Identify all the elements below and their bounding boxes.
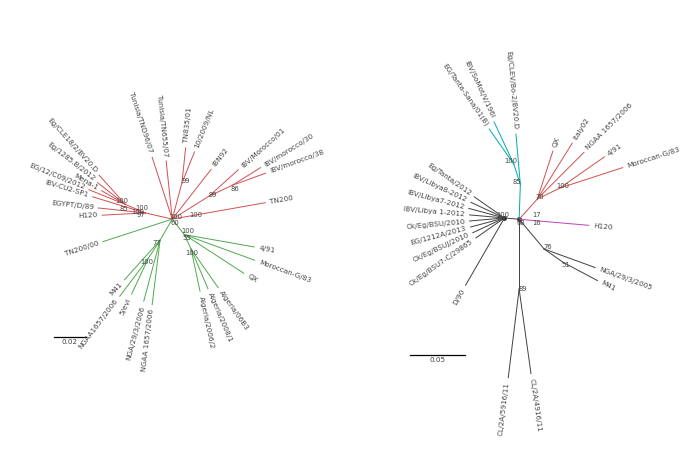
Text: IBV/morocco/38: IBV/morocco/38 xyxy=(269,149,325,174)
Text: IBV/Libya8-2012: IBV/Libya8-2012 xyxy=(412,173,468,203)
Text: Moroccan-G/83: Moroccan-G/83 xyxy=(258,259,312,283)
Text: IBV/Libya 1-2012: IBV/Libya 1-2012 xyxy=(403,206,465,217)
Text: QX: QX xyxy=(551,136,560,148)
Text: Eg/1285.B/2012: Eg/1285.B/2012 xyxy=(46,141,96,182)
Text: M41: M41 xyxy=(600,280,617,293)
Text: 16: 16 xyxy=(533,220,541,226)
Text: 97: 97 xyxy=(136,212,145,218)
Text: EG/1212A/2013: EG/1212A/2013 xyxy=(410,225,467,246)
Text: Algeria/2006/2: Algeria/2006/2 xyxy=(198,295,215,349)
Text: 10/2009/NL: 10/2009/NL xyxy=(194,107,215,149)
Text: 0.05: 0.05 xyxy=(429,357,446,363)
Text: IBV/morocco/30: IBV/morocco/30 xyxy=(263,132,315,168)
Text: 60: 60 xyxy=(170,220,179,226)
Text: 100: 100 xyxy=(136,205,149,211)
Text: 85: 85 xyxy=(512,178,521,185)
Text: 68: 68 xyxy=(517,220,526,226)
Text: 100: 100 xyxy=(132,209,145,215)
Text: Ck/Eg/BSU/2010: Ck/Eg/BSU/2010 xyxy=(406,218,465,230)
Text: CL/2A/5916/11: CL/2A/5916/11 xyxy=(498,382,511,436)
Text: QX: QX xyxy=(246,273,258,284)
Text: 86: 86 xyxy=(230,186,239,192)
Text: Eg/Tanta/2012: Eg/Tanta/2012 xyxy=(426,162,472,197)
Text: NGAA 1657/2006: NGAA 1657/2006 xyxy=(585,102,634,151)
Text: D/90: D/90 xyxy=(452,288,466,306)
Text: H120: H120 xyxy=(78,212,98,219)
Text: 70: 70 xyxy=(535,194,544,200)
Text: IBV-CU2-SP1: IBV-CU2-SP1 xyxy=(44,179,89,198)
Text: 100: 100 xyxy=(504,158,517,164)
Text: TN835/01: TN835/01 xyxy=(183,108,193,143)
Text: 100: 100 xyxy=(140,259,153,266)
Text: 4/91: 4/91 xyxy=(606,142,624,157)
Text: 85: 85 xyxy=(119,206,128,212)
Text: 100: 100 xyxy=(115,198,128,204)
Text: 17: 17 xyxy=(533,212,541,218)
Text: EG/Tanta-Sana/01(B): EG/Tanta-Sana/01(B) xyxy=(441,62,489,127)
Text: 55: 55 xyxy=(183,235,192,241)
Text: EGYPT/D/89: EGYPT/D/89 xyxy=(51,200,94,211)
Text: Tunisia/TND96/07: Tunisia/TND96/07 xyxy=(128,92,154,154)
Text: IBV/Libya7-2012: IBV/Libya7-2012 xyxy=(407,189,465,210)
Text: 89: 89 xyxy=(519,286,527,292)
Text: Algeria/2008/1: Algeria/2008/1 xyxy=(207,292,234,344)
Text: Ck/Eg/BSUJ/2010: Ck/Eg/BSUJ/2010 xyxy=(411,232,470,263)
Text: 100: 100 xyxy=(169,214,183,220)
Text: NGAA1657/2006: NGAA1657/2006 xyxy=(78,298,119,350)
Text: 100: 100 xyxy=(189,212,203,218)
Text: 100: 100 xyxy=(185,250,198,256)
Text: Algeria/06B3: Algeria/06B3 xyxy=(218,290,250,331)
Text: NGAA 1657/2006: NGAA 1657/2006 xyxy=(141,309,154,372)
Text: CL/2A/4916/11: CL/2A/4916/11 xyxy=(528,378,542,432)
Text: 0.02: 0.02 xyxy=(62,339,78,345)
Text: 76: 76 xyxy=(544,244,553,250)
Text: 77: 77 xyxy=(153,240,161,246)
Text: Mena-1: Mena-1 xyxy=(73,172,99,191)
Text: IBN92: IBN92 xyxy=(212,147,229,168)
Text: 51: 51 xyxy=(561,262,570,268)
Text: NGA/29/3/2005: NGA/29/3/2005 xyxy=(599,266,653,291)
Text: NGA/29/3/2006: NGA/29/3/2006 xyxy=(125,305,145,360)
Text: TN200/00: TN200/00 xyxy=(64,240,99,257)
Text: Italy02: Italy02 xyxy=(572,117,590,141)
Text: IBV/SoMot/V/196I: IBV/SoMot/V/196I xyxy=(463,59,495,119)
Text: TN200: TN200 xyxy=(269,195,294,205)
Text: EG/12/C09/2012: EG/12/C09/2012 xyxy=(28,163,85,191)
Text: 5/evi: 5/evi xyxy=(119,297,132,316)
Text: Eg/CLEV/Bo-2/BV20.D: Eg/CLEV/Bo-2/BV20.D xyxy=(506,50,519,130)
Text: 100: 100 xyxy=(557,183,570,189)
Text: M41: M41 xyxy=(109,281,123,297)
Text: 100: 100 xyxy=(496,212,509,218)
Text: IBV/Morocco/01: IBV/Morocco/01 xyxy=(240,127,286,169)
Text: 99: 99 xyxy=(209,192,217,197)
Text: 99: 99 xyxy=(182,178,190,184)
Text: Ck/Eg/BSU7-C/29865: Ck/Eg/BSU7-C/29865 xyxy=(408,238,474,287)
Text: Tunisia/TN655/07: Tunisia/TN655/07 xyxy=(156,94,169,157)
Text: 4/91: 4/91 xyxy=(258,245,276,254)
Text: Eg/CLE18/2/BV20.D: Eg/CLE18/2/BV20.D xyxy=(46,117,99,174)
Text: 100: 100 xyxy=(182,228,195,234)
Text: H120: H120 xyxy=(593,223,613,231)
Text: Moroccan-G/83: Moroccan-G/83 xyxy=(626,146,680,169)
